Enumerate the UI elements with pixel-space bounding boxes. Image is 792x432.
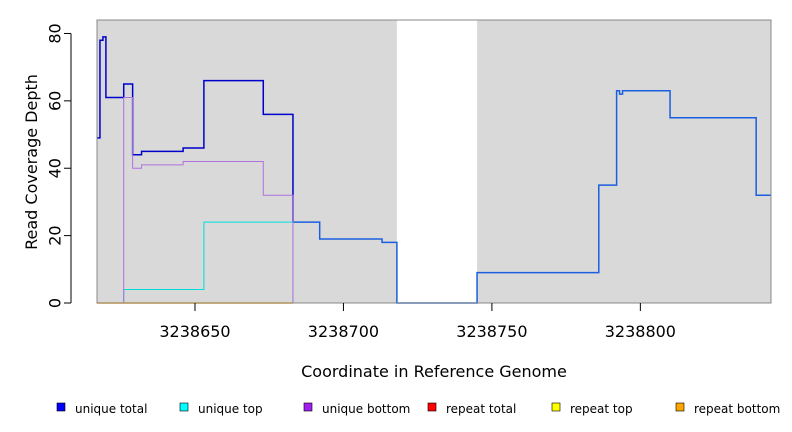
legend-label-3: repeat total bbox=[446, 402, 516, 416]
legend-swatch-4 bbox=[551, 402, 561, 412]
x-tick-label-1: 3238700 bbox=[308, 322, 379, 341]
axes: 0 20 40 60 80 3238650 3238700 3238750 3238800 bbox=[45, 23, 676, 341]
shaded-region-1 bbox=[477, 20, 771, 303]
legend: unique total unique top unique bottom repea… bbox=[56, 402, 780, 416]
y-tick-label-1: 20 bbox=[45, 225, 64, 245]
y-tick-label-4: 80 bbox=[45, 23, 64, 43]
legend-label-1: unique top bbox=[198, 402, 263, 416]
legend-label-4: repeat top bbox=[570, 402, 633, 416]
x-tick-label-3: 3238800 bbox=[605, 322, 676, 341]
series-line-3 bbox=[97, 96, 294, 304]
legend-label-5: repeat bottom bbox=[694, 402, 780, 416]
legend-swatch-0 bbox=[56, 402, 66, 412]
series-line-1 bbox=[292, 90, 771, 304]
x-tick-label-0: 3238650 bbox=[159, 322, 230, 341]
legend-label-0: unique total bbox=[75, 402, 147, 416]
legend-label-2: unique bottom bbox=[322, 402, 410, 416]
y-axis-title: Read Coverage Depth bbox=[22, 74, 41, 250]
shaded-regions bbox=[97, 20, 771, 303]
plot-frame bbox=[96, 19, 772, 304]
x-tick-label-2: 3238750 bbox=[456, 322, 527, 341]
legend-swatch-3 bbox=[427, 402, 437, 412]
legend-swatch-2 bbox=[303, 402, 313, 412]
y-tick-label-0: 0 bbox=[45, 298, 64, 308]
legend-swatch-1 bbox=[179, 402, 189, 412]
y-tick-label-3: 60 bbox=[45, 91, 64, 111]
x-axis-title: Coordinate in Reference Genome bbox=[301, 362, 567, 381]
legend-swatch-5 bbox=[675, 402, 685, 412]
y-tick-label-2: 40 bbox=[45, 158, 64, 178]
